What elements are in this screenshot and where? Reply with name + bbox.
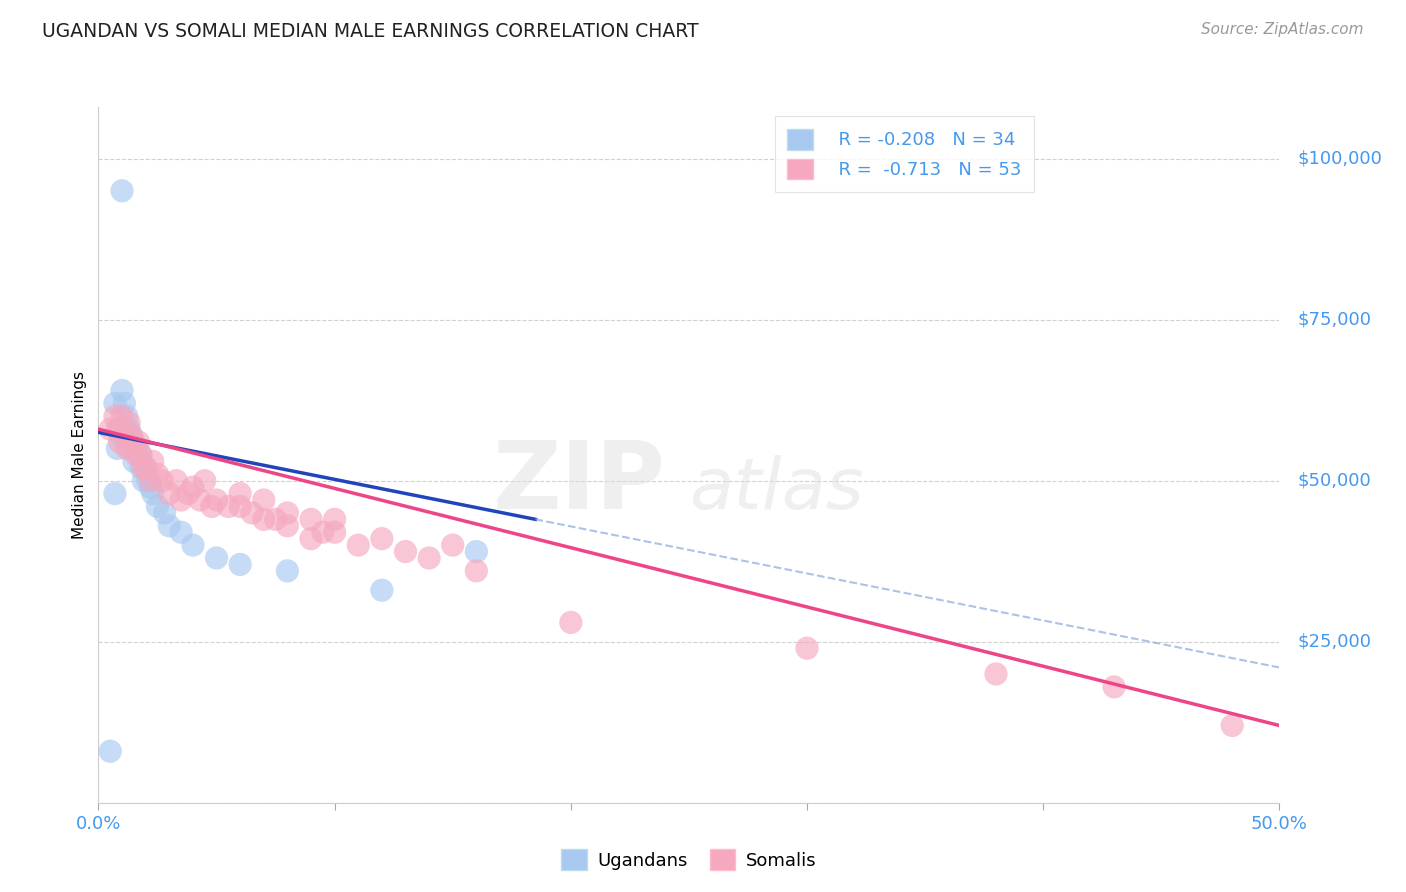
Point xyxy=(323,512,346,526)
Point xyxy=(229,558,252,572)
Point xyxy=(1220,718,1243,732)
Text: UGANDAN VS SOMALI MEDIAN MALE EARNINGS CORRELATION CHART: UGANDAN VS SOMALI MEDIAN MALE EARNINGS C… xyxy=(42,22,699,41)
Point xyxy=(371,583,394,598)
Point xyxy=(98,422,121,436)
Point xyxy=(146,500,169,514)
Text: ZIP: ZIP xyxy=(492,437,665,529)
Point xyxy=(121,428,143,442)
Point xyxy=(129,448,152,462)
Point xyxy=(418,551,440,566)
Point xyxy=(177,486,200,500)
Point xyxy=(347,538,370,552)
Point xyxy=(157,486,180,500)
Point xyxy=(108,422,131,436)
Point xyxy=(276,506,298,520)
Text: $75,000: $75,000 xyxy=(1298,310,1371,328)
Point xyxy=(125,448,148,462)
Point xyxy=(253,512,276,526)
Point xyxy=(122,454,145,468)
Point xyxy=(105,422,128,436)
Point xyxy=(129,448,152,462)
Text: $50,000: $50,000 xyxy=(1298,472,1371,490)
Point xyxy=(201,500,224,514)
Point xyxy=(115,442,138,456)
Point xyxy=(111,384,134,398)
Point xyxy=(153,506,176,520)
Point xyxy=(984,667,1007,681)
Point xyxy=(132,474,155,488)
Point xyxy=(118,416,141,430)
Point xyxy=(139,480,162,494)
Text: Source: ZipAtlas.com: Source: ZipAtlas.com xyxy=(1201,22,1364,37)
Text: $25,000: $25,000 xyxy=(1298,632,1371,651)
Point xyxy=(128,448,150,462)
Point xyxy=(105,442,128,456)
Point xyxy=(108,435,131,450)
Point xyxy=(129,460,152,475)
Point xyxy=(142,486,165,500)
Point xyxy=(135,460,157,475)
Point xyxy=(98,744,121,758)
Point xyxy=(229,486,252,500)
Point xyxy=(394,544,416,558)
Point xyxy=(240,506,263,520)
Point xyxy=(111,428,134,442)
Point xyxy=(560,615,582,630)
Point xyxy=(312,525,335,540)
Point xyxy=(150,474,173,488)
Legend: Ugandans, Somalis: Ugandans, Somalis xyxy=(554,842,824,877)
Point xyxy=(299,532,322,546)
Point xyxy=(205,493,228,508)
Point xyxy=(157,518,180,533)
Point xyxy=(146,467,169,482)
Text: $100,000: $100,000 xyxy=(1298,150,1382,168)
Point xyxy=(112,428,135,442)
Point xyxy=(111,184,134,198)
Y-axis label: Median Male Earnings: Median Male Earnings xyxy=(72,371,87,539)
Point xyxy=(276,518,298,533)
Point xyxy=(139,474,162,488)
Point xyxy=(118,442,141,456)
Point xyxy=(112,396,135,410)
Point xyxy=(217,500,239,514)
Point xyxy=(104,486,127,500)
Point xyxy=(205,551,228,566)
Point xyxy=(104,409,127,424)
Point xyxy=(142,454,165,468)
Point xyxy=(276,564,298,578)
Point xyxy=(104,396,127,410)
Point xyxy=(264,512,287,526)
Point xyxy=(188,493,211,508)
Point xyxy=(128,435,150,450)
Point xyxy=(796,641,818,656)
Point xyxy=(299,512,322,526)
Point xyxy=(135,460,157,475)
Point xyxy=(170,493,193,508)
Point xyxy=(122,435,145,450)
Point xyxy=(465,544,488,558)
Point xyxy=(115,409,138,424)
Point xyxy=(122,442,145,456)
Point xyxy=(121,428,143,442)
Point xyxy=(323,525,346,540)
Point xyxy=(1102,680,1125,694)
Point xyxy=(136,474,159,488)
Point xyxy=(465,564,488,578)
Point xyxy=(118,422,141,436)
Point xyxy=(165,474,187,488)
Point xyxy=(125,442,148,456)
Point xyxy=(441,538,464,552)
Point xyxy=(371,532,394,546)
Text: atlas: atlas xyxy=(689,455,863,524)
Point xyxy=(253,493,276,508)
Point xyxy=(181,480,204,494)
Point xyxy=(111,409,134,424)
Point xyxy=(132,460,155,475)
Point xyxy=(181,538,204,552)
Point xyxy=(229,500,252,514)
Point xyxy=(170,525,193,540)
Point xyxy=(194,474,217,488)
